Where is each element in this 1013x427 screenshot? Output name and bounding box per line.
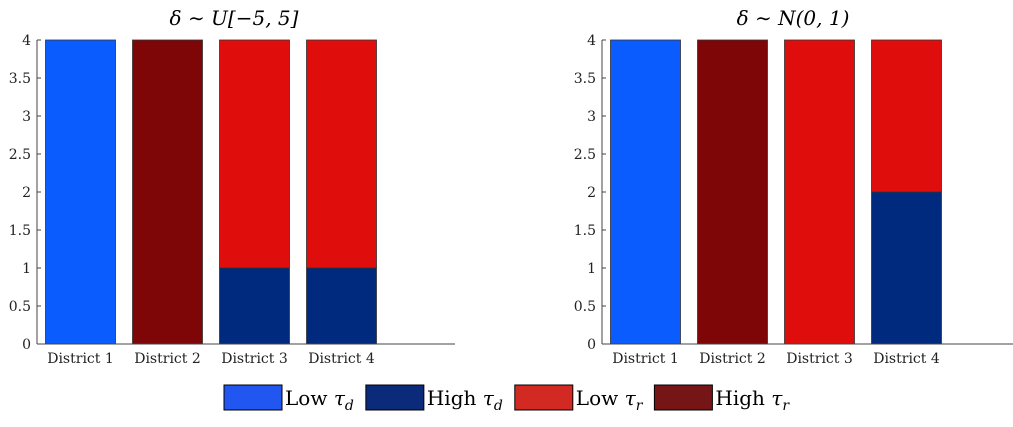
bar-segment — [220, 268, 290, 344]
y-tick-label: 1 — [22, 261, 31, 277]
x-tick-label: District 1 — [612, 351, 679, 367]
x-tick-label: District 3 — [786, 351, 853, 367]
bar-segment — [46, 40, 116, 344]
y-tick-label: 0 — [587, 337, 596, 353]
bar-segment — [872, 40, 942, 192]
y-tick-label: 1.5 — [9, 223, 31, 239]
legend-label: Low τr — [576, 386, 644, 414]
y-tick-label: 4 — [22, 33, 31, 49]
chart-panel-1: δ ∼ U[−5, 5] District 1 District 2 District… — [9, 6, 455, 367]
bar-segment — [872, 192, 942, 344]
y-tick-label: 0.5 — [9, 299, 31, 315]
x-tick-label: District 2 — [699, 351, 766, 367]
legend-swatch — [224, 385, 282, 410]
y-tick-label: 3.5 — [9, 71, 31, 87]
legend-label: High τr — [715, 386, 790, 414]
y-tick-label: 1 — [587, 261, 596, 277]
x-tick-label: District 2 — [134, 351, 201, 367]
y-tick-label: 2.5 — [574, 147, 596, 163]
y-tick-label: 3 — [587, 109, 596, 125]
y-tick-label: 3 — [22, 109, 31, 125]
bar-segment — [307, 268, 377, 344]
y-tick-label: 0 — [22, 337, 31, 353]
bar-segment — [785, 40, 855, 344]
legend-label: High τd — [427, 386, 503, 414]
x-tick-label: District 1 — [47, 351, 114, 367]
chart-title: δ ∼ N(0, 1) — [737, 6, 850, 30]
y-tick-label: 2 — [587, 185, 596, 201]
legend-swatch — [654, 385, 712, 410]
legend: Low τd High τd Low τr High τr — [224, 385, 790, 414]
x-tick-label: District 4 — [308, 351, 375, 367]
chart-title: δ ∼ U[−5, 5] — [170, 6, 299, 30]
bar-segment — [220, 40, 290, 268]
bar-segment — [133, 40, 203, 344]
chart-panel-2: δ ∼ N(0, 1) District 1 District 2 District … — [574, 6, 1013, 367]
y-tick-label: 2 — [22, 185, 31, 201]
x-tick-label: District 4 — [873, 351, 940, 367]
y-tick-label: 4 — [587, 33, 596, 49]
bar-segment — [698, 40, 768, 344]
y-tick-label: 3.5 — [574, 71, 596, 87]
y-tick-label: 1.5 — [574, 223, 596, 239]
y-tick-label: 0.5 — [574, 299, 596, 315]
legend-label: Low τd — [285, 386, 354, 414]
bar-segment — [307, 40, 377, 268]
legend-swatch — [515, 385, 573, 410]
x-tick-label: District 3 — [221, 351, 288, 367]
legend-swatch — [366, 385, 424, 410]
bar-segment — [611, 40, 681, 344]
y-tick-label: 2.5 — [9, 147, 31, 163]
